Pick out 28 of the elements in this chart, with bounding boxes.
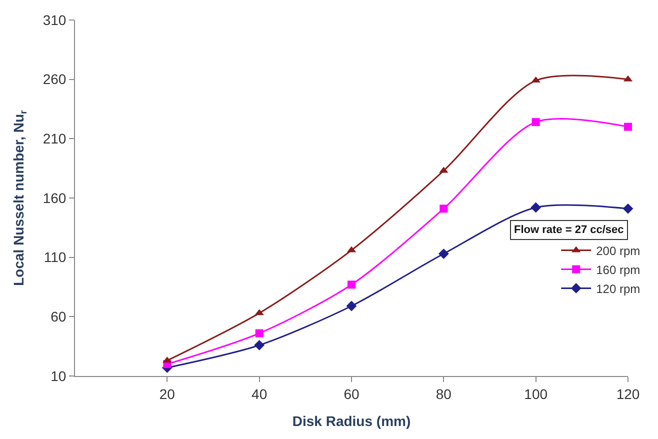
- point: [348, 280, 356, 289]
- point: [255, 329, 264, 338]
- y-tick-label: 310: [42, 12, 66, 28]
- point: [438, 248, 449, 259]
- point: [624, 122, 632, 131]
- y-tick-label: 160: [42, 190, 66, 206]
- point: [530, 202, 542, 213]
- y-tick-label: 260: [42, 71, 66, 88]
- x-axis-title: Disk Radius (mm): [292, 413, 411, 430]
- x-tick-label: 40: [252, 386, 268, 402]
- y-tick-label: 60: [50, 308, 66, 325]
- x-tick-label: 20: [159, 386, 176, 402]
- point: [440, 204, 448, 213]
- point: [346, 300, 357, 312]
- x-tick-label: 80: [436, 386, 452, 402]
- point: [532, 118, 540, 126]
- annotation: Flow rate = 27 cc/sec: [514, 224, 624, 236]
- x-tick-label: 60: [344, 386, 360, 402]
- point: [622, 203, 634, 214]
- y-tick-label: 110: [44, 249, 66, 266]
- x-tick-label: 100: [524, 386, 548, 402]
- point: [254, 340, 265, 350]
- x-tick-label: 120: [616, 386, 640, 402]
- legend-label: 200 rpm: [596, 244, 640, 258]
- legend-label: 120 rpm: [596, 282, 640, 296]
- y-tick-label: 210: [42, 130, 66, 147]
- y-tick-label: 10: [50, 368, 66, 384]
- legend-label: 160 rpm: [596, 262, 640, 277]
